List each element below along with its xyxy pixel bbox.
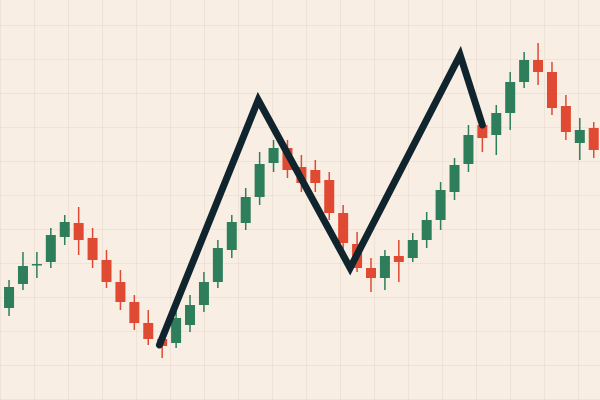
candle-body <box>198 282 209 305</box>
candle-body <box>449 165 460 192</box>
candle-body <box>491 113 502 135</box>
candle-body <box>519 60 530 82</box>
candle-body <box>574 130 585 143</box>
candle-body <box>129 302 140 323</box>
candle-body <box>379 256 390 278</box>
candle-body <box>143 323 154 339</box>
candle-body <box>310 170 321 183</box>
candle-body <box>268 148 279 163</box>
candle-body <box>533 60 544 72</box>
candle-body <box>87 238 98 260</box>
candle-body <box>31 264 42 266</box>
candle-body <box>240 197 251 223</box>
candle-body <box>421 220 432 240</box>
candle-body <box>171 318 182 343</box>
candle-body <box>185 305 196 325</box>
candle-body <box>45 235 56 262</box>
candle-body <box>115 282 126 302</box>
candle-body <box>59 222 70 237</box>
candle-body <box>546 72 557 108</box>
candle-body <box>407 240 418 258</box>
candle-body <box>477 125 488 138</box>
candle-body <box>365 268 376 278</box>
candle-body <box>73 223 84 240</box>
candle-body <box>393 256 404 262</box>
candle-body <box>226 222 237 250</box>
candle-body <box>435 190 446 220</box>
zigzag-line <box>155 45 486 349</box>
candle-body <box>588 128 599 150</box>
candle-body <box>463 135 474 164</box>
candle-body <box>560 106 571 132</box>
candle-body <box>17 266 28 284</box>
candle-body <box>101 260 112 282</box>
candle-body <box>212 248 223 282</box>
candle-body <box>338 213 349 243</box>
candle-body <box>4 287 15 308</box>
candle-body <box>254 164 265 197</box>
candle-body <box>324 180 335 213</box>
candle-body <box>505 82 516 113</box>
